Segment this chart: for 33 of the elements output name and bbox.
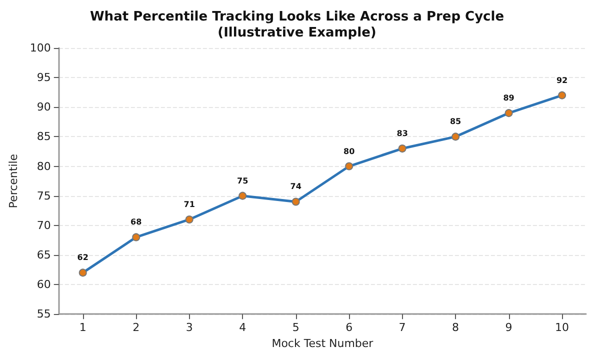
y-tick-label: 85 <box>36 130 51 144</box>
data-label: 68 <box>130 218 142 227</box>
x-tick-label: 3 <box>186 321 193 334</box>
y-tick-label: 90 <box>36 100 51 114</box>
x-tick-label: 7 <box>398 321 406 334</box>
data-label: 92 <box>556 76 568 85</box>
y-axis-title: Percentile <box>7 154 20 208</box>
x-axis-title: Mock Test Number <box>272 337 374 350</box>
x-tick-label: 9 <box>505 321 512 334</box>
data-label: 74 <box>290 182 302 192</box>
data-label: 80 <box>344 146 356 156</box>
x-tick-label: 6 <box>346 321 353 334</box>
data-label: 62 <box>77 253 88 262</box>
x-tick-label: 8 <box>452 321 460 334</box>
x-tick-label: 4 <box>239 321 246 334</box>
x-tick-label: 5 <box>292 321 300 334</box>
y-tick-label: 55 <box>36 308 51 321</box>
y-tick-label: 70 <box>36 218 51 232</box>
data-label: 89 <box>503 94 515 103</box>
y-tick-label: 65 <box>36 248 51 262</box>
data-label: 85 <box>450 117 462 126</box>
x-tick-label: 1 <box>79 321 86 334</box>
data-label: 71 <box>184 200 196 209</box>
y-tick-label: 75 <box>36 189 51 202</box>
y-tick-label: 80 <box>36 160 51 173</box>
x-tick-label: 10 <box>555 321 570 334</box>
x-tick-label: 2 <box>132 321 140 334</box>
chart-title: What Percentile Tracking Looks Like Across a Prep Cycle (Illustrative Example) <box>90 10 504 40</box>
data-label: 83 <box>396 129 408 138</box>
y-tick-label: 100 <box>30 42 51 54</box>
data-label: 75 <box>237 176 249 186</box>
y-tick-label: 95 <box>36 71 51 84</box>
y-tick-label: 60 <box>36 278 51 292</box>
